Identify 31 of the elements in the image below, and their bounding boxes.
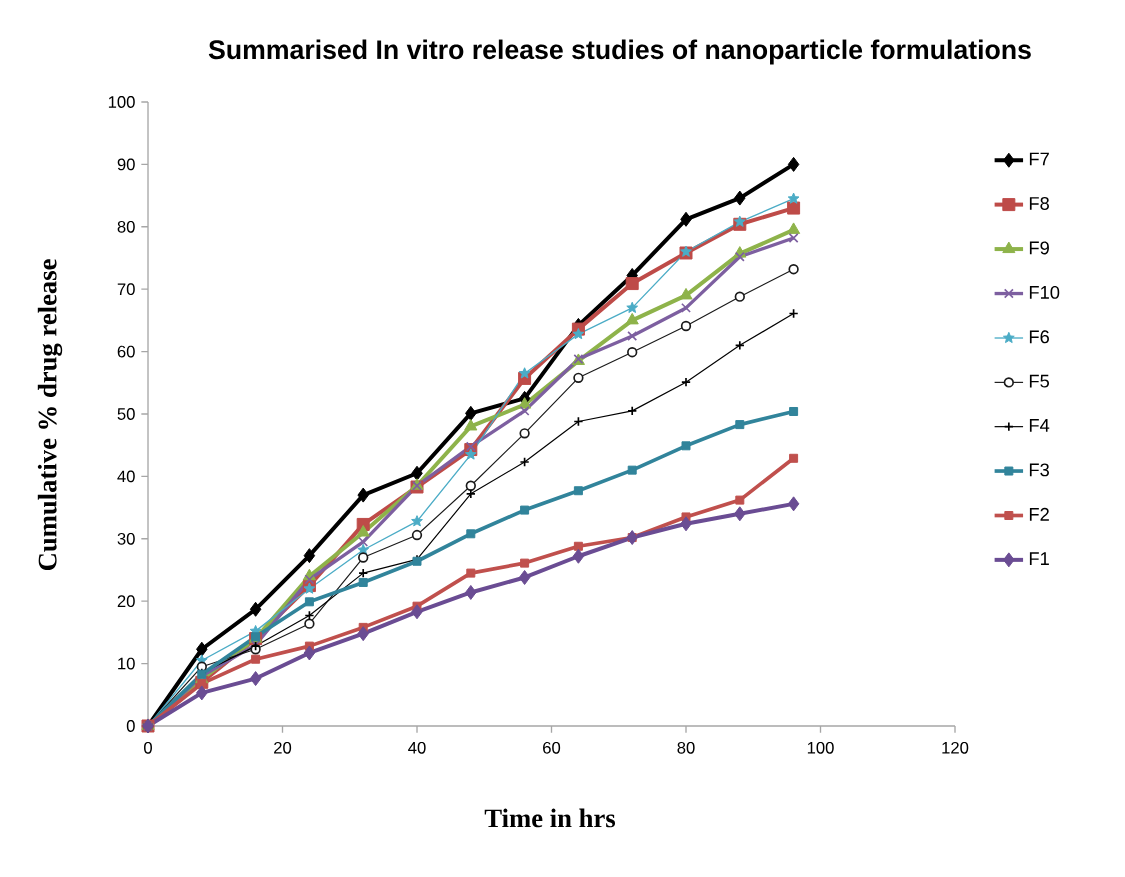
y-tick-label: 20 [117, 595, 135, 608]
x-tick-label: 80 [677, 741, 695, 754]
x-tick-label: 0 [144, 741, 152, 754]
legend-label: F10 [1029, 285, 1060, 299]
y-tick-label: 50 [117, 408, 135, 420]
legend-label: F2 [1029, 507, 1049, 521]
legend-label: F8 [1029, 196, 1049, 210]
x-tick-label: 120 [942, 741, 969, 754]
legend-label: F9 [1029, 241, 1049, 255]
legend-label: F3 [1029, 463, 1049, 477]
legend-label: F6 [1029, 330, 1049, 344]
y-tick-label: 40 [117, 470, 135, 483]
y-tick-label: 100 [108, 96, 135, 108]
x-axis-title: Time in hrs [484, 808, 616, 828]
legend-label: F7 [1029, 152, 1049, 166]
x-tick-label: 100 [807, 741, 834, 754]
y-tick-label: 10 [118, 657, 135, 670]
x-tick-label: 40 [408, 741, 426, 754]
y-tick-label: 30 [117, 532, 135, 545]
legend-label: F5 [1029, 374, 1050, 388]
chart-title: Summarised In vitro release studies of nanoparticle formulations [208, 39, 1031, 65]
y-axis-title: Cumulative % drug release [37, 259, 63, 571]
y-tick-label: 80 [117, 220, 135, 233]
legend-label: F1 [1029, 552, 1049, 565]
y-tick-label: 60 [117, 345, 135, 358]
x-tick-label: 60 [543, 741, 561, 754]
y-tick-label: 70 [117, 283, 135, 296]
y-tick-label: 90 [117, 158, 135, 171]
y-tick-label: 0 [126, 720, 135, 732]
x-tick-label: 20 [274, 741, 292, 754]
legend-label: F4 [1029, 419, 1050, 432]
